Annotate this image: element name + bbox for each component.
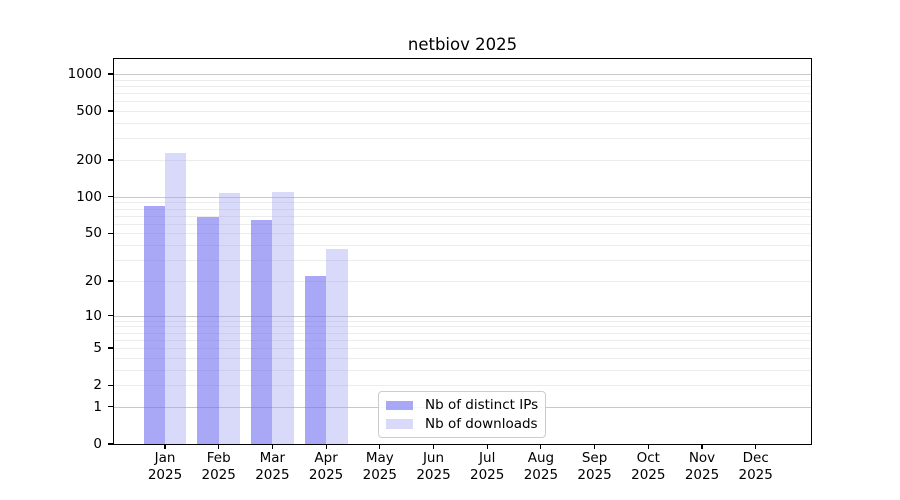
y-tick bbox=[108, 443, 114, 445]
x-tick bbox=[218, 444, 220, 449]
grid-line-minor bbox=[114, 326, 811, 328]
y-tick-label: 2 bbox=[93, 377, 102, 394]
grid-line-major bbox=[114, 73, 811, 75]
grid-line-minor bbox=[114, 339, 811, 341]
bar-distinct-ips-feb bbox=[197, 217, 219, 444]
bar-downloads-feb bbox=[218, 192, 241, 444]
y-tick bbox=[108, 406, 114, 408]
y-tick-label: 20 bbox=[84, 272, 102, 289]
x-tick-label: Oct 2025 bbox=[631, 450, 666, 483]
x-tick-label: Jan 2025 bbox=[147, 450, 183, 483]
grid-line-minor bbox=[114, 79, 811, 81]
x-tick-label: Jul 2025 bbox=[470, 450, 505, 483]
y-tick bbox=[108, 347, 114, 349]
x-tick-label: Mar 2025 bbox=[255, 450, 290, 483]
grid-line-minor bbox=[114, 93, 811, 95]
grid-line-major bbox=[114, 196, 811, 198]
chart-title: netbiov 2025 bbox=[407, 35, 518, 54]
plot-area: 0 1 2 5 10 20 50 100 200 500 1000 Jan 2025 Feb 2025 M… bbox=[68, 58, 812, 483]
x-tick-label: Nov 2025 bbox=[684, 450, 720, 483]
grid-line-minor bbox=[114, 320, 811, 322]
grid-line-minor bbox=[114, 215, 811, 217]
grid-line-minor bbox=[114, 138, 811, 140]
grid-line-minor bbox=[114, 260, 811, 262]
grid-line-minor bbox=[114, 159, 811, 161]
y-tick bbox=[108, 110, 114, 112]
x-tick bbox=[432, 444, 435, 449]
x-tick bbox=[486, 444, 488, 449]
grid-line-minor bbox=[114, 85, 811, 87]
y-tick bbox=[108, 232, 114, 234]
x-tick-label: Sep 2025 bbox=[577, 450, 612, 483]
grid-line-major bbox=[114, 315, 811, 317]
bar-downloads-jan bbox=[165, 152, 187, 444]
y-tick-label: 5 bbox=[93, 340, 102, 357]
grid-line-minor bbox=[114, 348, 811, 350]
x-tick bbox=[379, 444, 381, 449]
y-tick-label: 200 bbox=[76, 151, 102, 168]
x-tick-label: Apr 2025 bbox=[308, 450, 344, 483]
grid-line-minor bbox=[114, 101, 811, 103]
y-tick bbox=[108, 314, 114, 317]
x-tick-label: Aug 2025 bbox=[523, 450, 559, 483]
grid-line-minor bbox=[114, 208, 811, 210]
x-tick bbox=[701, 444, 703, 449]
y-tick-label: 1000 bbox=[67, 65, 102, 82]
x-tick-label: Jun 2025 bbox=[416, 450, 451, 483]
bar-downloads-mar bbox=[272, 191, 294, 444]
x-tick bbox=[325, 444, 327, 449]
grid-line-minor bbox=[114, 245, 811, 247]
grid-line-minor bbox=[114, 111, 811, 113]
grid-line-minor bbox=[114, 369, 811, 371]
y-tick-label: 50 bbox=[84, 225, 102, 242]
bar-distinct-ips-apr bbox=[304, 276, 327, 444]
legend-label-downloads: Nb of downloads bbox=[425, 415, 538, 432]
grid-line-minor bbox=[114, 280, 811, 282]
grid-line-minor bbox=[114, 332, 811, 334]
bar-distinct-ips-jan bbox=[143, 206, 165, 444]
y-tick bbox=[108, 159, 114, 161]
x-tick-label: Dec 2025 bbox=[738, 450, 773, 483]
x-tick-label: May 2025 bbox=[362, 450, 397, 483]
bar-downloads-apr bbox=[326, 249, 348, 444]
y-tick-label: 0 bbox=[93, 436, 102, 452]
y-tick bbox=[108, 280, 114, 282]
grid-line-minor bbox=[114, 357, 811, 359]
y-tick-label: 100 bbox=[76, 188, 102, 205]
grid-line-minor bbox=[114, 233, 811, 235]
y-tick bbox=[108, 73, 114, 75]
y-tick-label: 500 bbox=[76, 103, 102, 120]
legend-item-distinct-ips: Nb of distinct IPs bbox=[386, 396, 538, 415]
y-tick bbox=[108, 384, 114, 386]
grid-line-minor bbox=[114, 385, 811, 387]
x-tick-label: Feb 2025 bbox=[201, 450, 236, 483]
x-tick bbox=[164, 444, 166, 449]
y-tick-label: 10 bbox=[84, 307, 102, 324]
x-tick bbox=[540, 444, 542, 449]
legend-label-distinct-ips: Nb of distinct IPs bbox=[425, 397, 539, 414]
y-tick-label: 1 bbox=[93, 398, 102, 415]
distinct-ips-swatch-icon bbox=[386, 400, 413, 410]
x-tick bbox=[594, 444, 596, 449]
legend: Nb of distinct IPs Nb of downloads bbox=[378, 391, 546, 438]
grid-line-minor bbox=[114, 202, 811, 204]
y-tick bbox=[108, 196, 114, 198]
grid-line-minor bbox=[114, 122, 811, 124]
grid-line-minor bbox=[114, 223, 811, 225]
x-tick bbox=[647, 444, 649, 449]
x-tick bbox=[271, 444, 273, 449]
legend-item-downloads: Nb of downloads bbox=[386, 415, 538, 434]
bar-distinct-ips-mar bbox=[250, 219, 273, 444]
x-tick bbox=[755, 444, 757, 449]
downloads-swatch-icon bbox=[386, 419, 413, 429]
